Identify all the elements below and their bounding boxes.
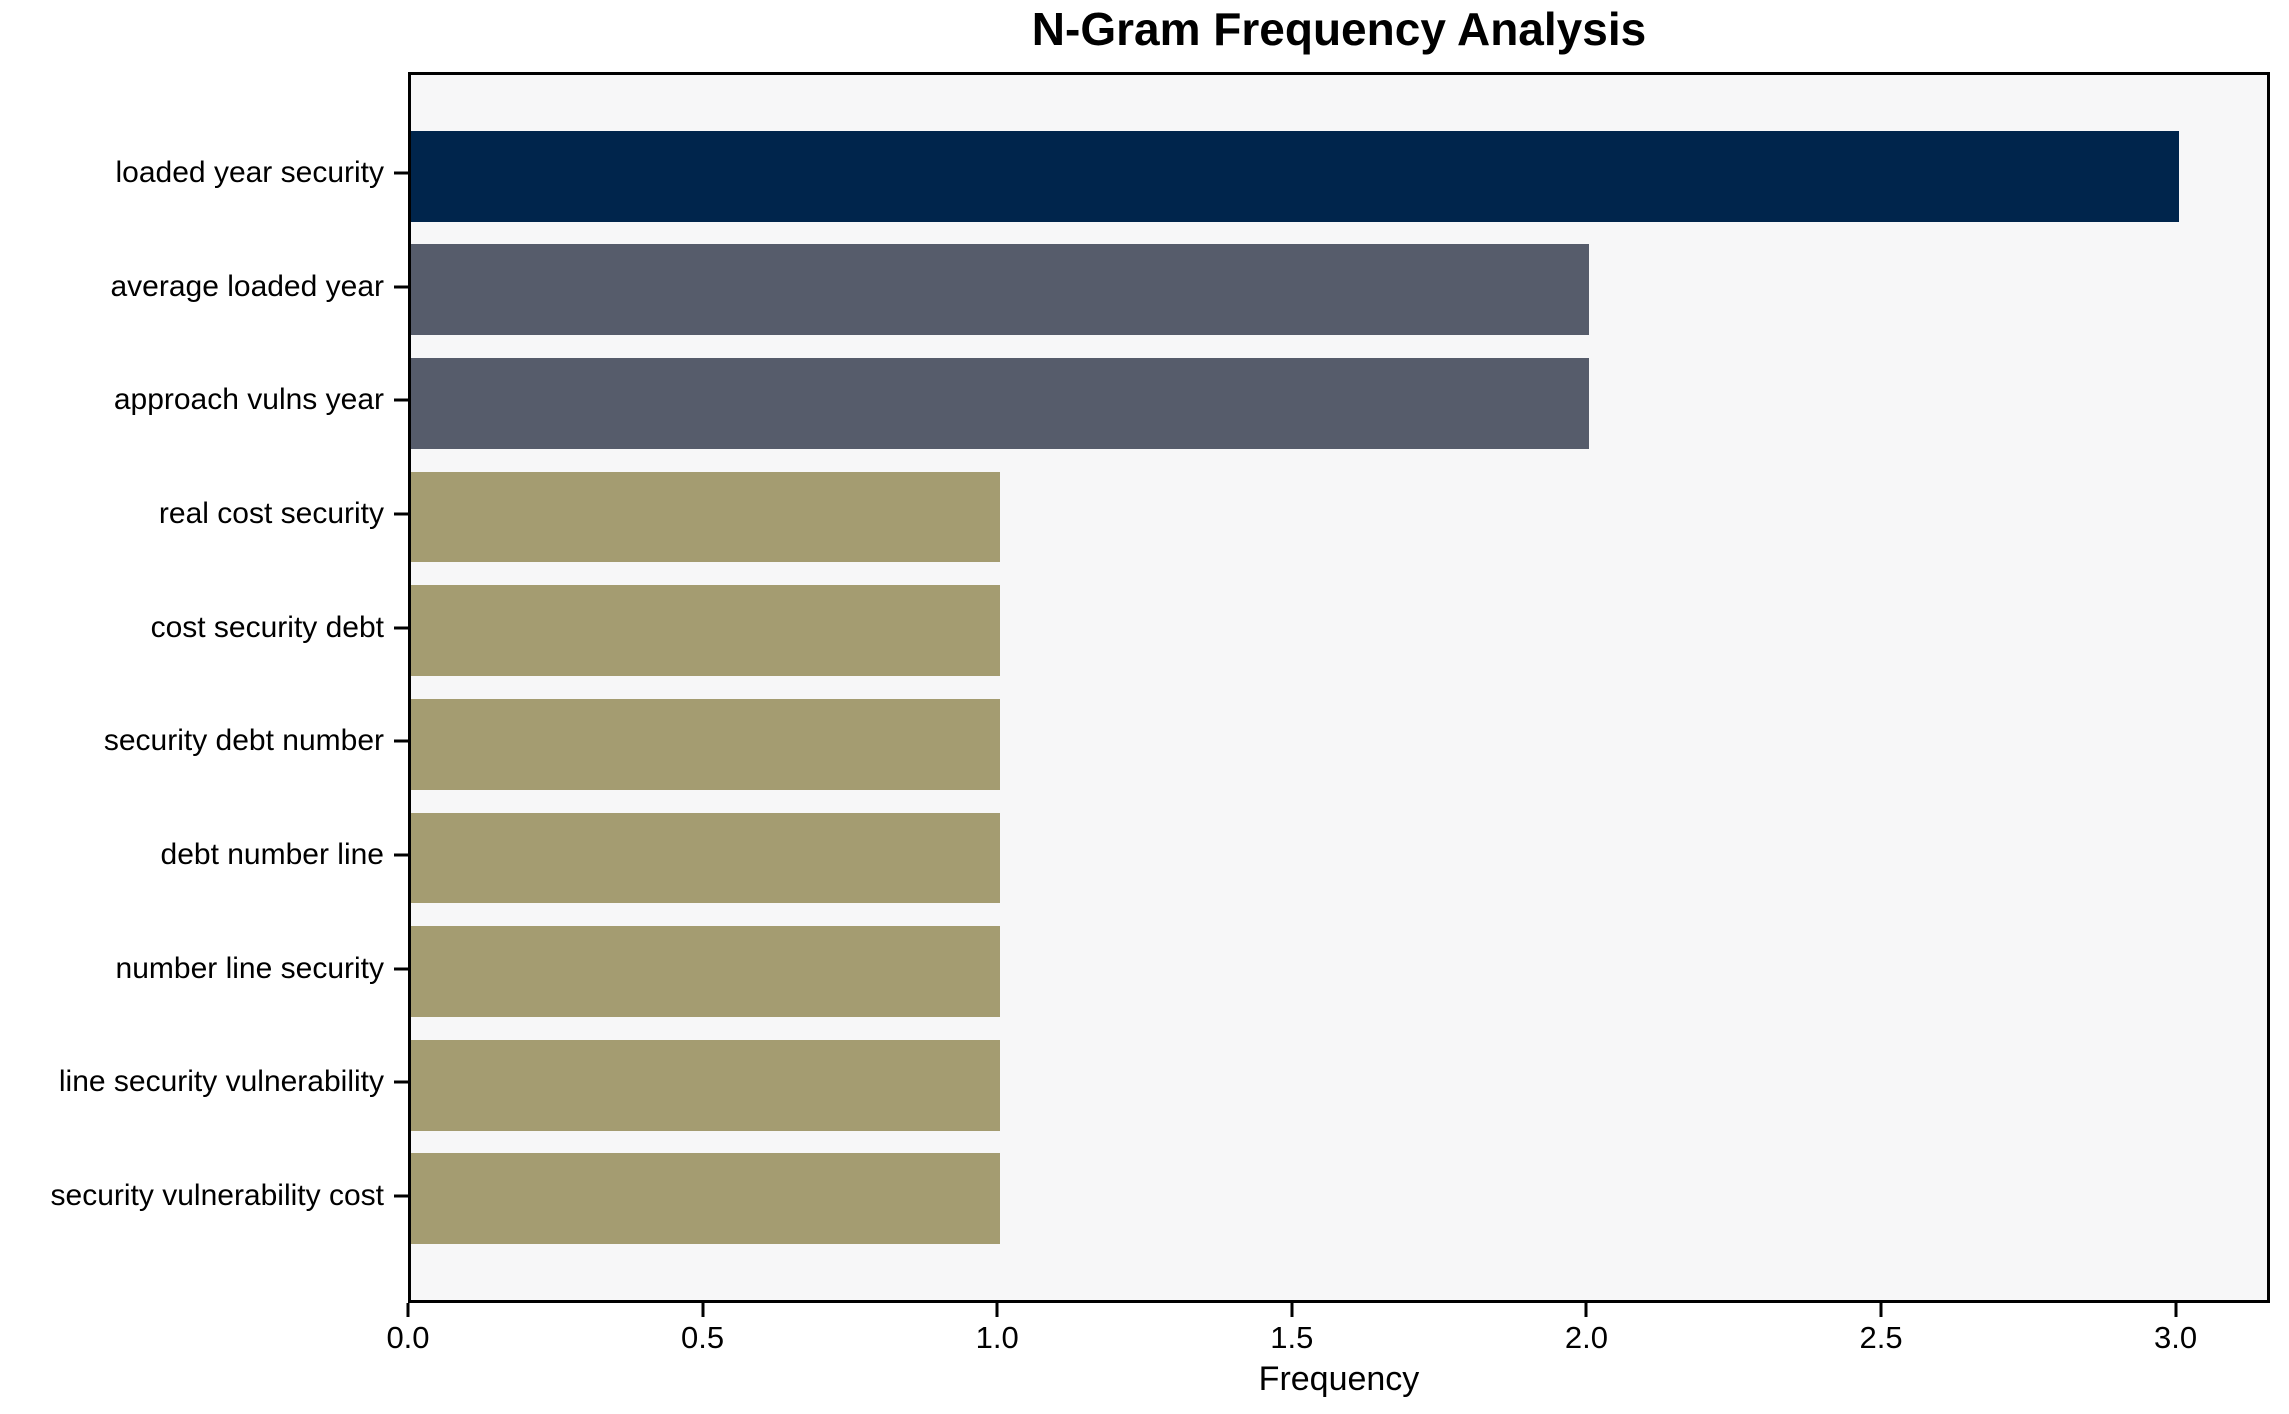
y-tick-mark bbox=[394, 285, 408, 289]
y-tick-label: line security vulnerability bbox=[58, 1065, 384, 1099]
x-tick-label: 2.5 bbox=[1859, 1320, 1903, 1355]
x-tick-label: 1.0 bbox=[975, 1320, 1019, 1355]
x-axis-tick-labels: 0.0 0.5 1.0 1.5 2.0 2.5 3.0 bbox=[386, 1320, 2270, 1358]
x-axis-tick-marks bbox=[406, 1303, 2270, 1317]
bar bbox=[411, 698, 1001, 790]
y-tick-mark bbox=[394, 739, 408, 743]
x-tick-mark bbox=[995, 1303, 999, 1317]
y-tick-label: average loaded year bbox=[110, 269, 384, 303]
x-tick-mark bbox=[2174, 1303, 2178, 1317]
plot-area bbox=[408, 72, 2270, 1303]
bar bbox=[411, 244, 1590, 336]
x-tick-label: 1.5 bbox=[1270, 1320, 1314, 1355]
y-tick-label: security vulnerability cost bbox=[50, 1178, 384, 1212]
x-tick-mark bbox=[1879, 1303, 1883, 1317]
y-tick-mark bbox=[394, 853, 408, 857]
x-tick-label: 3.0 bbox=[2154, 1320, 2198, 1355]
chart-title: N-Gram Frequency Analysis bbox=[1031, 3, 1647, 55]
x-tick-mark bbox=[406, 1303, 410, 1317]
x-tick-mark bbox=[1584, 1303, 1588, 1317]
bar bbox=[411, 1039, 1001, 1131]
y-tick-mark bbox=[394, 626, 408, 630]
y-tick-mark bbox=[394, 1194, 408, 1198]
x-tick-mark bbox=[701, 1303, 705, 1317]
y-tick-label: loaded year security bbox=[115, 156, 384, 190]
y-axis-tick-marks bbox=[394, 72, 408, 1303]
bar bbox=[411, 130, 2179, 222]
bar bbox=[411, 1153, 1001, 1245]
y-tick-mark bbox=[394, 967, 408, 971]
y-tick-label: cost security debt bbox=[150, 610, 384, 644]
x-tick-label: 0.0 bbox=[386, 1320, 430, 1355]
x-tick-mark bbox=[1290, 1303, 1294, 1317]
y-tick-mark bbox=[394, 398, 408, 402]
bar bbox=[411, 812, 1001, 904]
y-tick-label: debt number line bbox=[160, 837, 384, 871]
y-tick-label: approach vulns year bbox=[113, 383, 384, 417]
x-tick-label: 0.5 bbox=[681, 1320, 725, 1355]
x-tick-label: 2.0 bbox=[1564, 1320, 1608, 1355]
bar bbox=[411, 585, 1001, 677]
y-tick-label: real cost security bbox=[158, 497, 384, 531]
bar bbox=[411, 357, 1590, 449]
y-tick-label: number line security bbox=[115, 951, 384, 985]
y-axis-labels: loaded year security average loaded year a… bbox=[0, 72, 384, 1303]
x-axis-label: Frequency bbox=[1258, 1360, 1420, 1398]
y-tick-label: security debt number bbox=[103, 724, 384, 758]
bar bbox=[411, 471, 1001, 563]
y-tick-mark bbox=[394, 512, 408, 516]
y-tick-mark bbox=[394, 1080, 408, 1084]
y-tick-mark bbox=[394, 171, 408, 175]
bar bbox=[411, 926, 1001, 1018]
